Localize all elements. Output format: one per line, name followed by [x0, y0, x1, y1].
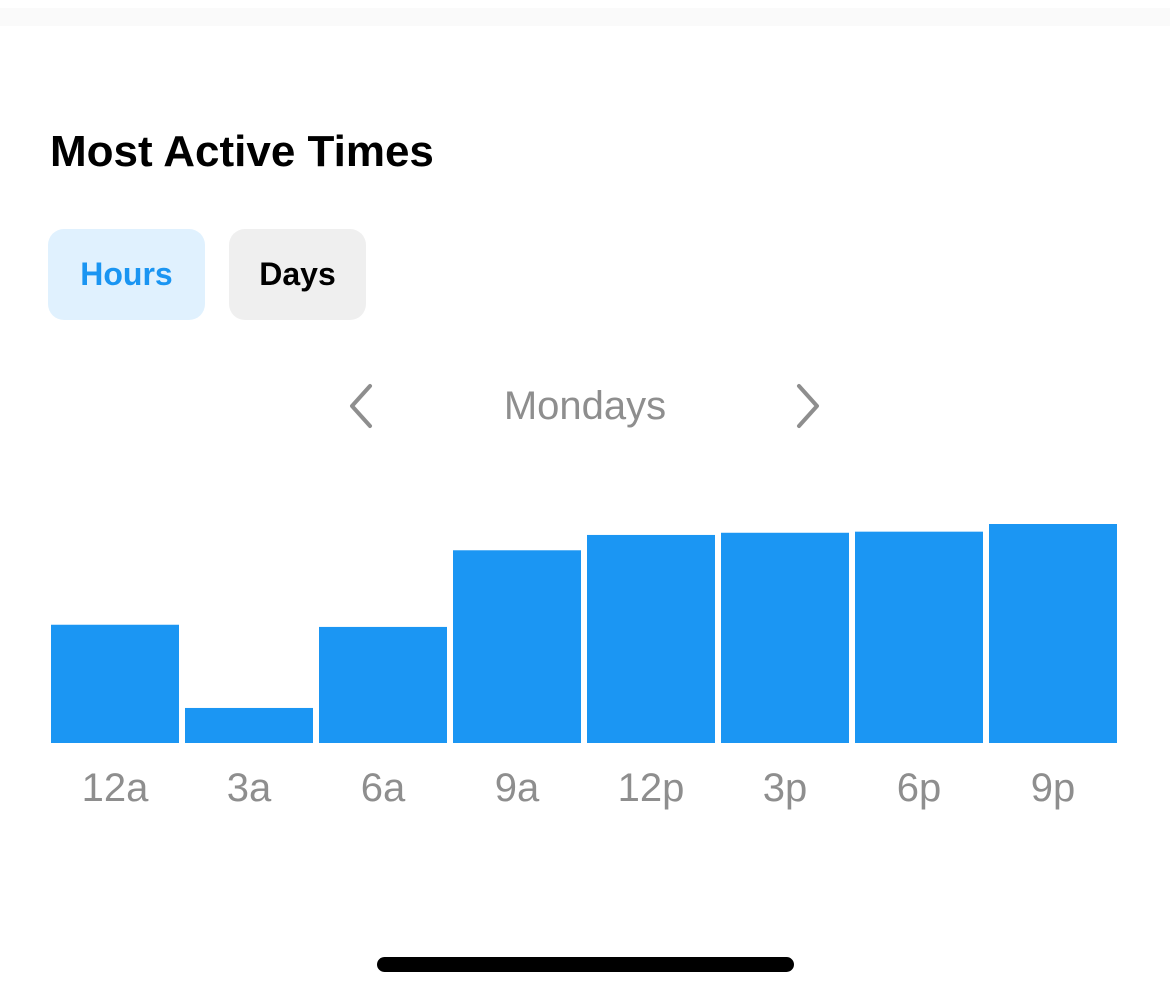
bar-9a[interactable]	[453, 550, 581, 743]
hours-tab[interactable]: Hours	[48, 229, 205, 320]
chevron-left-icon	[350, 384, 372, 428]
x-tick-label: 12a	[82, 766, 149, 810]
bar-6p[interactable]	[855, 531, 983, 743]
x-tick-label: 6p	[897, 766, 942, 810]
x-tick-label: 3p	[763, 766, 808, 810]
bar-3a[interactable]	[185, 707, 313, 743]
chevron-right-icon	[797, 384, 819, 428]
next-day-button[interactable]	[779, 378, 835, 434]
top-divider	[0, 8, 1170, 26]
days-tab[interactable]: Days	[229, 229, 366, 320]
bar-12a[interactable]	[51, 624, 179, 743]
previous-day-button[interactable]	[334, 378, 390, 434]
x-tick-label: 9a	[495, 766, 540, 810]
bar-12p[interactable]	[587, 534, 715, 743]
x-tick-label: 6a	[361, 766, 406, 810]
x-tick-label: 3a	[227, 766, 272, 810]
x-tick-label: 9p	[1031, 766, 1076, 810]
bar-chart: 12a 3a 6a 9a 12p 3p 6p 9p	[51, 524, 1117, 810]
x-tick-label: 12p	[618, 766, 685, 810]
day-label: Mondays	[503, 384, 667, 428]
bar-9p[interactable]	[989, 524, 1117, 743]
bar-6a[interactable]	[319, 626, 447, 743]
home-indicator[interactable]	[377, 957, 794, 972]
bar-3p[interactable]	[721, 532, 849, 743]
section-title: Most Active Times	[50, 127, 434, 176]
active-times-chart: 12a 3a 6a 9a 12p 3p 6p 9p	[0, 470, 1170, 830]
